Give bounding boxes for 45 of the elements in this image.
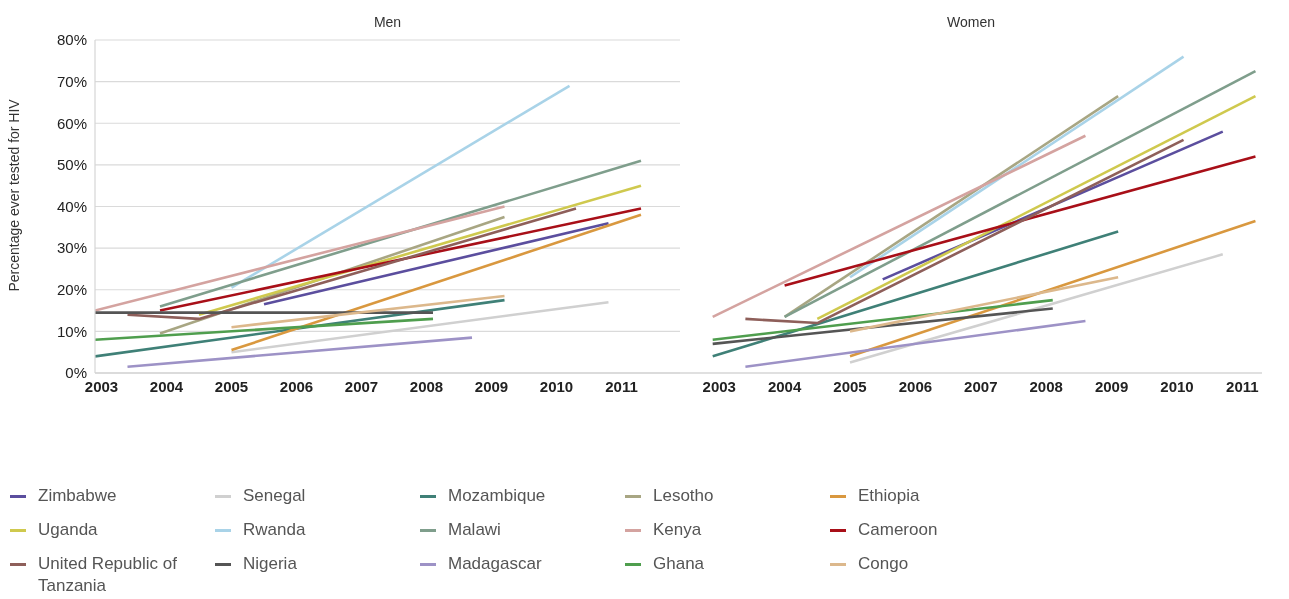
y-tick-label: 60% xyxy=(56,114,87,132)
legend-label: Kenya xyxy=(653,519,703,541)
x-tick-label: 2004 xyxy=(767,377,802,395)
legend-label: Cameroon xyxy=(858,519,939,541)
y-tick-label: 40% xyxy=(56,197,87,215)
legend-label: Congo xyxy=(858,553,910,575)
legend-label: United Republic of Tanzania xyxy=(38,553,178,597)
x-tick-label: 2003 xyxy=(84,377,119,395)
y-tick-label: 50% xyxy=(56,156,87,174)
legend-label: Mozambique xyxy=(448,485,547,507)
legend-label: Uganda xyxy=(38,519,99,541)
legend-label: Malawi xyxy=(448,519,502,541)
x-tick-label: 2010 xyxy=(1160,377,1194,395)
y-axis-title: Percentage ever tested for HIV xyxy=(5,98,22,292)
x-tick-label: 2006 xyxy=(898,377,933,395)
x-tick-label: 2010 xyxy=(539,377,574,395)
legend-label: Lesotho xyxy=(653,485,715,507)
x-tick-label: 2005 xyxy=(214,377,249,395)
x-tick-label: 2003 xyxy=(702,377,736,395)
x-tick-label: 2011 xyxy=(605,377,638,395)
y-tick-label: 10% xyxy=(56,322,87,340)
x-tick-label: 2006 xyxy=(279,377,314,395)
x-tick-label: 2004 xyxy=(149,377,184,395)
x-tick-label: 2011 xyxy=(1226,377,1259,395)
legend-label: Rwanda xyxy=(243,519,307,541)
legend-label: Ghana xyxy=(653,553,706,575)
x-tick-label: 2007 xyxy=(344,377,379,395)
y-tick-label: 30% xyxy=(56,239,87,257)
x-tick-label: 2009 xyxy=(474,377,509,395)
legend-label: Nigeria xyxy=(243,553,298,575)
x-tick-label: 2007 xyxy=(964,377,998,395)
legend-label: Ethiopia xyxy=(858,485,921,507)
y-tick-label: 80% xyxy=(56,31,87,49)
legend-label: Senegal xyxy=(243,485,307,507)
y-tick-label: 0% xyxy=(65,364,87,382)
chart-title: Women xyxy=(946,14,996,30)
x-tick-label: 2005 xyxy=(833,377,867,395)
legend-label: Madagascar xyxy=(448,553,543,575)
y-tick-label: 20% xyxy=(56,281,87,299)
x-tick-label: 2008 xyxy=(1029,377,1063,395)
y-tick-label: 70% xyxy=(56,72,87,90)
x-tick-label: 2008 xyxy=(409,377,444,395)
x-tick-label: 2009 xyxy=(1094,377,1129,395)
chart-title: Men xyxy=(372,14,403,30)
legend-label: Zimbabwe xyxy=(38,485,118,507)
